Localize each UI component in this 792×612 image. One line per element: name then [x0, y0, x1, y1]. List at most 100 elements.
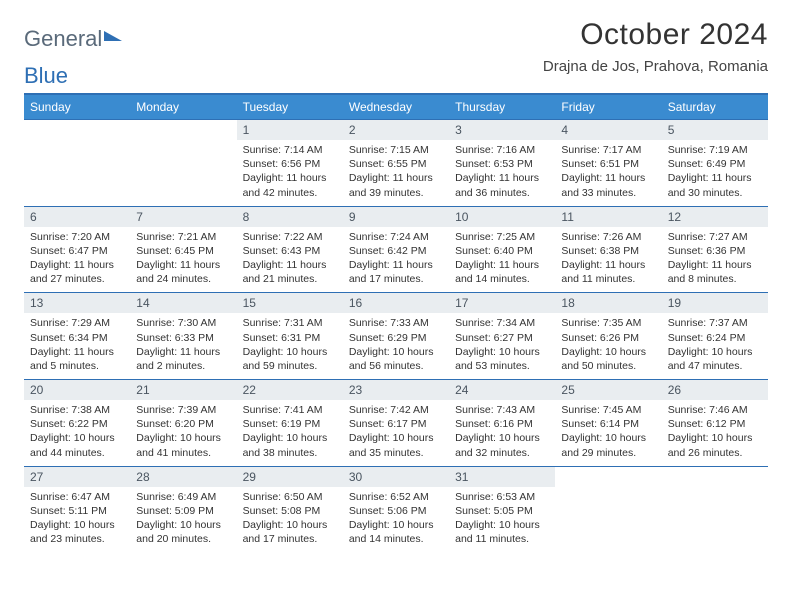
day-info: Sunrise: 6:53 AMSunset: 5:05 PMDaylight:…: [449, 487, 555, 553]
calendar-day-cell: 11Sunrise: 7:26 AMSunset: 6:38 PMDayligh…: [555, 206, 661, 293]
calendar-day-cell: 18Sunrise: 7:35 AMSunset: 6:26 PMDayligh…: [555, 292, 661, 379]
day-number: 17: [449, 292, 555, 313]
day-info: Sunrise: 7:46 AMSunset: 6:12 PMDaylight:…: [662, 400, 768, 466]
calendar-day-cell: 22Sunrise: 7:41 AMSunset: 6:19 PMDayligh…: [237, 379, 343, 466]
day-info: Sunrise: 7:16 AMSunset: 6:53 PMDaylight:…: [449, 140, 555, 206]
day-info: Sunrise: 7:14 AMSunset: 6:56 PMDaylight:…: [237, 140, 343, 206]
calendar-day-cell: 30Sunrise: 6:52 AMSunset: 5:06 PMDayligh…: [343, 466, 449, 553]
weekday-header: Monday: [130, 95, 236, 119]
day-number: 24: [449, 379, 555, 400]
calendar-week-row: 20Sunrise: 7:38 AMSunset: 6:22 PMDayligh…: [24, 379, 768, 466]
day-number: 13: [24, 292, 130, 313]
day-info: Sunrise: 7:41 AMSunset: 6:19 PMDaylight:…: [237, 400, 343, 466]
day-info: Sunrise: 7:39 AMSunset: 6:20 PMDaylight:…: [130, 400, 236, 466]
calendar-body: 1Sunrise: 7:14 AMSunset: 6:56 PMDaylight…: [24, 119, 768, 552]
calendar-day-cell: 25Sunrise: 7:45 AMSunset: 6:14 PMDayligh…: [555, 379, 661, 466]
logo: General: [24, 18, 122, 52]
calendar-day-cell: 20Sunrise: 7:38 AMSunset: 6:22 PMDayligh…: [24, 379, 130, 466]
calendar-day-cell: 4Sunrise: 7:17 AMSunset: 6:51 PMDaylight…: [555, 119, 661, 206]
day-number: 15: [237, 292, 343, 313]
calendar-week-row: 6Sunrise: 7:20 AMSunset: 6:47 PMDaylight…: [24, 206, 768, 293]
day-info: Sunrise: 6:50 AMSunset: 5:08 PMDaylight:…: [237, 487, 343, 553]
day-number: 23: [343, 379, 449, 400]
calendar-day-cell: 31Sunrise: 6:53 AMSunset: 5:05 PMDayligh…: [449, 466, 555, 553]
logo-triangle-icon: [104, 31, 122, 41]
calendar-week-row: 13Sunrise: 7:29 AMSunset: 6:34 PMDayligh…: [24, 292, 768, 379]
day-number: 8: [237, 206, 343, 227]
day-number: 4: [555, 119, 661, 140]
day-info: Sunrise: 6:47 AMSunset: 5:11 PMDaylight:…: [24, 487, 130, 553]
calendar-day-cell: 6Sunrise: 7:20 AMSunset: 6:47 PMDaylight…: [24, 206, 130, 293]
calendar-head: SundayMondayTuesdayWednesdayThursdayFrid…: [24, 95, 768, 119]
day-number: 6: [24, 206, 130, 227]
day-info: Sunrise: 7:19 AMSunset: 6:49 PMDaylight:…: [662, 140, 768, 206]
day-number: 9: [343, 206, 449, 227]
calendar-day-cell: 23Sunrise: 7:42 AMSunset: 6:17 PMDayligh…: [343, 379, 449, 466]
day-info: Sunrise: 7:21 AMSunset: 6:45 PMDaylight:…: [130, 227, 236, 293]
day-number: 29: [237, 466, 343, 487]
day-info: Sunrise: 7:22 AMSunset: 6:43 PMDaylight:…: [237, 227, 343, 293]
day-number: 25: [555, 379, 661, 400]
calendar-day-cell: 21Sunrise: 7:39 AMSunset: 6:20 PMDayligh…: [130, 379, 236, 466]
calendar-day-cell: 16Sunrise: 7:33 AMSunset: 6:29 PMDayligh…: [343, 292, 449, 379]
day-info: Sunrise: 7:24 AMSunset: 6:42 PMDaylight:…: [343, 227, 449, 293]
calendar-day-cell: 3Sunrise: 7:16 AMSunset: 6:53 PMDaylight…: [449, 119, 555, 206]
calendar-day-cell: 24Sunrise: 7:43 AMSunset: 6:16 PMDayligh…: [449, 379, 555, 466]
page-title: October 2024: [543, 18, 768, 52]
day-number: 18: [555, 292, 661, 313]
weekday-header: Tuesday: [237, 95, 343, 119]
day-number: 12: [662, 206, 768, 227]
day-number: 20: [24, 379, 130, 400]
day-info: Sunrise: 7:29 AMSunset: 6:34 PMDaylight:…: [24, 313, 130, 379]
day-info: Sunrise: 7:34 AMSunset: 6:27 PMDaylight:…: [449, 313, 555, 379]
calendar-table: SundayMondayTuesdayWednesdayThursdayFrid…: [24, 95, 768, 552]
day-info: Sunrise: 6:52 AMSunset: 5:06 PMDaylight:…: [343, 487, 449, 553]
day-number-empty: [130, 119, 236, 140]
day-info: Sunrise: 7:45 AMSunset: 6:14 PMDaylight:…: [555, 400, 661, 466]
day-number: 14: [130, 292, 236, 313]
calendar-day-cell: 19Sunrise: 7:37 AMSunset: 6:24 PMDayligh…: [662, 292, 768, 379]
day-info: Sunrise: 7:27 AMSunset: 6:36 PMDaylight:…: [662, 227, 768, 293]
weekday-header: Friday: [555, 95, 661, 119]
day-number-empty: [24, 119, 130, 140]
day-info: Sunrise: 7:20 AMSunset: 6:47 PMDaylight:…: [24, 227, 130, 293]
weekday-header: Thursday: [449, 95, 555, 119]
calendar-week-row: 27Sunrise: 6:47 AMSunset: 5:11 PMDayligh…: [24, 466, 768, 553]
day-number: 16: [343, 292, 449, 313]
day-info: Sunrise: 7:43 AMSunset: 6:16 PMDaylight:…: [449, 400, 555, 466]
calendar-day-cell: [555, 466, 661, 553]
day-number: 10: [449, 206, 555, 227]
logo-text-blue: Blue: [24, 63, 768, 89]
day-info: Sunrise: 7:30 AMSunset: 6:33 PMDaylight:…: [130, 313, 236, 379]
calendar-day-cell: 13Sunrise: 7:29 AMSunset: 6:34 PMDayligh…: [24, 292, 130, 379]
calendar-day-cell: 28Sunrise: 6:49 AMSunset: 5:09 PMDayligh…: [130, 466, 236, 553]
day-number: 5: [662, 119, 768, 140]
day-number: 1: [237, 119, 343, 140]
day-number: 3: [449, 119, 555, 140]
weekday-header: Wednesday: [343, 95, 449, 119]
day-number: 30: [343, 466, 449, 487]
calendar-day-cell: [662, 466, 768, 553]
day-number: 21: [130, 379, 236, 400]
calendar-week-row: 1Sunrise: 7:14 AMSunset: 6:56 PMDaylight…: [24, 119, 768, 206]
day-number: 22: [237, 379, 343, 400]
calendar-day-cell: 7Sunrise: 7:21 AMSunset: 6:45 PMDaylight…: [130, 206, 236, 293]
day-number: 7: [130, 206, 236, 227]
day-info: Sunrise: 7:33 AMSunset: 6:29 PMDaylight:…: [343, 313, 449, 379]
calendar-day-cell: 5Sunrise: 7:19 AMSunset: 6:49 PMDaylight…: [662, 119, 768, 206]
weekday-header: Saturday: [662, 95, 768, 119]
calendar-day-cell: 10Sunrise: 7:25 AMSunset: 6:40 PMDayligh…: [449, 206, 555, 293]
day-number: 31: [449, 466, 555, 487]
day-info: Sunrise: 7:25 AMSunset: 6:40 PMDaylight:…: [449, 227, 555, 293]
weekday-header: Sunday: [24, 95, 130, 119]
day-info: Sunrise: 7:15 AMSunset: 6:55 PMDaylight:…: [343, 140, 449, 206]
day-number-empty: [662, 466, 768, 487]
day-info: Sunrise: 7:35 AMSunset: 6:26 PMDaylight:…: [555, 313, 661, 379]
calendar-day-cell: 29Sunrise: 6:50 AMSunset: 5:08 PMDayligh…: [237, 466, 343, 553]
calendar-day-cell: 17Sunrise: 7:34 AMSunset: 6:27 PMDayligh…: [449, 292, 555, 379]
day-number: 19: [662, 292, 768, 313]
calendar-day-cell: 15Sunrise: 7:31 AMSunset: 6:31 PMDayligh…: [237, 292, 343, 379]
day-number: 28: [130, 466, 236, 487]
logo-text-general: General: [24, 26, 102, 52]
calendar-day-cell: 12Sunrise: 7:27 AMSunset: 6:36 PMDayligh…: [662, 206, 768, 293]
